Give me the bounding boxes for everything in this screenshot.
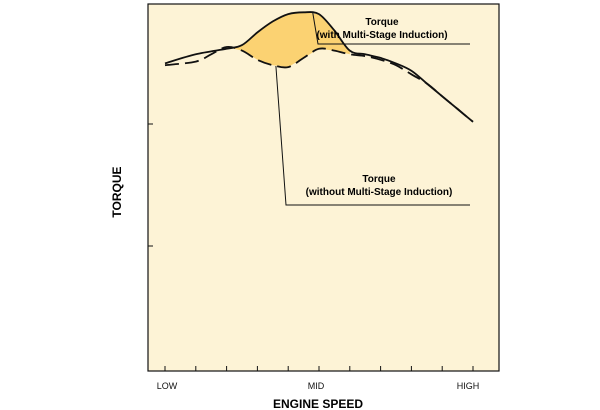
x-tick-label-mid: MID bbox=[308, 381, 325, 391]
x-axis-title: ENGINE SPEED bbox=[273, 397, 363, 410]
series-line-without-multi-stage bbox=[164, 45, 474, 123]
annotation-leader-with bbox=[312, 12, 470, 45]
annotation-without-line1: Torque bbox=[362, 174, 396, 185]
annotation-leaders bbox=[275, 12, 470, 206]
x-tick-label-high: HIGH bbox=[457, 381, 480, 391]
annotation-without-line2: (without Multi-Stage Induction) bbox=[306, 187, 453, 198]
torque-gain-area bbox=[226, 12, 350, 68]
annotation-with-line1: Torque bbox=[365, 17, 399, 28]
annotation-leader-without bbox=[275, 65, 470, 206]
annotation-with-line2: (with Multi-Stage Induction) bbox=[316, 30, 447, 41]
y-axis-title: TORQUE bbox=[110, 166, 124, 217]
x-tick-label-low: LOW bbox=[157, 381, 178, 391]
axis-ticks bbox=[148, 123, 474, 371]
plot-area bbox=[147, 3, 500, 372]
